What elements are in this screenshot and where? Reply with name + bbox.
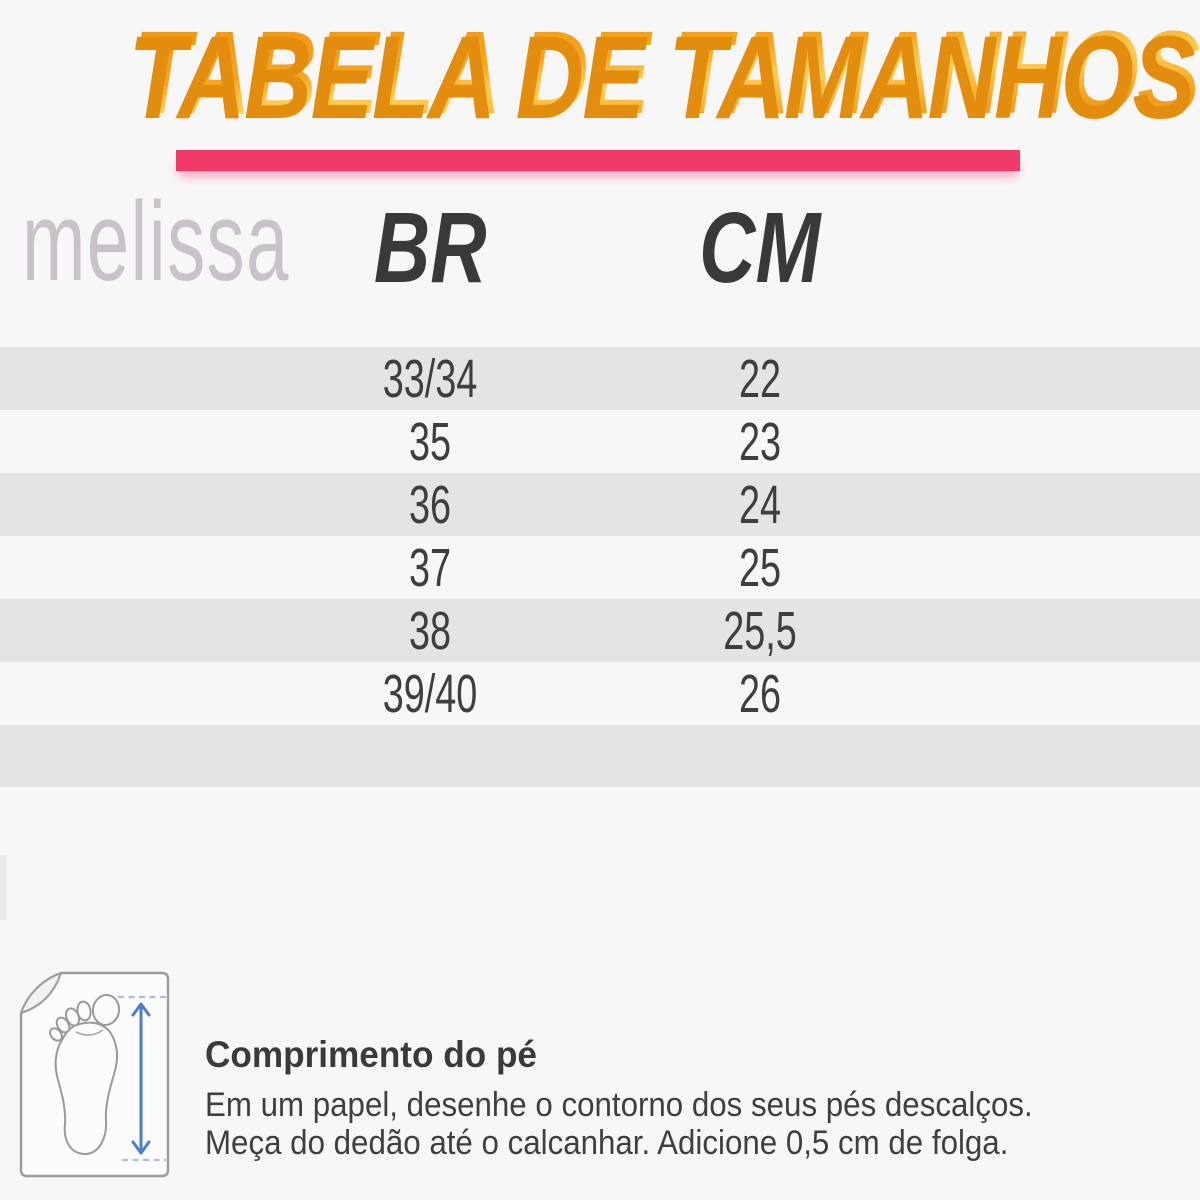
page-title-text: TABELA DE TAMANHOS — [128, 14, 1200, 137]
empty-table-row — [0, 725, 1200, 787]
cm-size-value: 26 — [738, 663, 782, 724]
br-size-value: 33/34 — [382, 348, 478, 409]
partial-row-artifact — [0, 855, 7, 920]
foot-outline — [54, 1021, 119, 1156]
table-row: 33/34 22 — [0, 347, 1200, 410]
measure-arrowhead-bottom — [131, 1140, 151, 1155]
cm-size-value: 23 — [738, 411, 782, 472]
title-underline-bar — [176, 150, 1020, 171]
cm-size-value: 25 — [738, 537, 782, 598]
column-header-br: BR — [330, 198, 530, 328]
column-header-cm: CM — [660, 198, 860, 328]
br-size-value: 37 — [408, 537, 452, 598]
guide-instruction-line: Meça do dedão até o calcanhar. Adicione … — [205, 1124, 1009, 1162]
melissa-logo: melissa — [22, 186, 416, 332]
table-row: 38 25,5 — [0, 599, 1200, 662]
measure-arrowhead-top — [131, 1002, 151, 1017]
toe — [49, 1027, 63, 1042]
big-toe — [91, 994, 121, 1026]
foot-measurement-icon — [19, 971, 170, 1178]
column-header-cm-label: CM — [699, 192, 821, 304]
toe — [64, 1007, 81, 1027]
page-title: TABELA DE TAMANHOS — [0, 14, 1200, 144]
cm-size-value: 22 — [738, 348, 782, 409]
table-row: 39/40 26 — [0, 662, 1200, 725]
column-header-br-label: BR — [373, 192, 487, 304]
paper-fold-corner — [20, 972, 62, 1014]
table-row: 37 25 — [0, 536, 1200, 599]
cm-size-value: 25,5 — [723, 600, 797, 661]
cm-size-value: 24 — [738, 474, 782, 535]
table-row: 35 23 — [0, 410, 1200, 473]
table-row: 36 24 — [0, 473, 1200, 536]
br-size-value: 35 — [408, 411, 452, 472]
ball-crease — [75, 1029, 104, 1036]
br-size-value: 36 — [408, 474, 452, 535]
melissa-logo-text: melissa — [22, 179, 290, 304]
guide-instructions: Em um papel, desenhe o contorno dos seus… — [205, 1086, 1105, 1162]
br-size-value: 38 — [408, 600, 452, 661]
guide-heading: Comprimento do pé — [205, 1034, 537, 1075]
br-size-value: 39/40 — [382, 663, 478, 724]
guide-instruction-line: Em um papel, desenhe o contorno dos seus… — [205, 1086, 1033, 1124]
toe — [55, 1016, 71, 1034]
